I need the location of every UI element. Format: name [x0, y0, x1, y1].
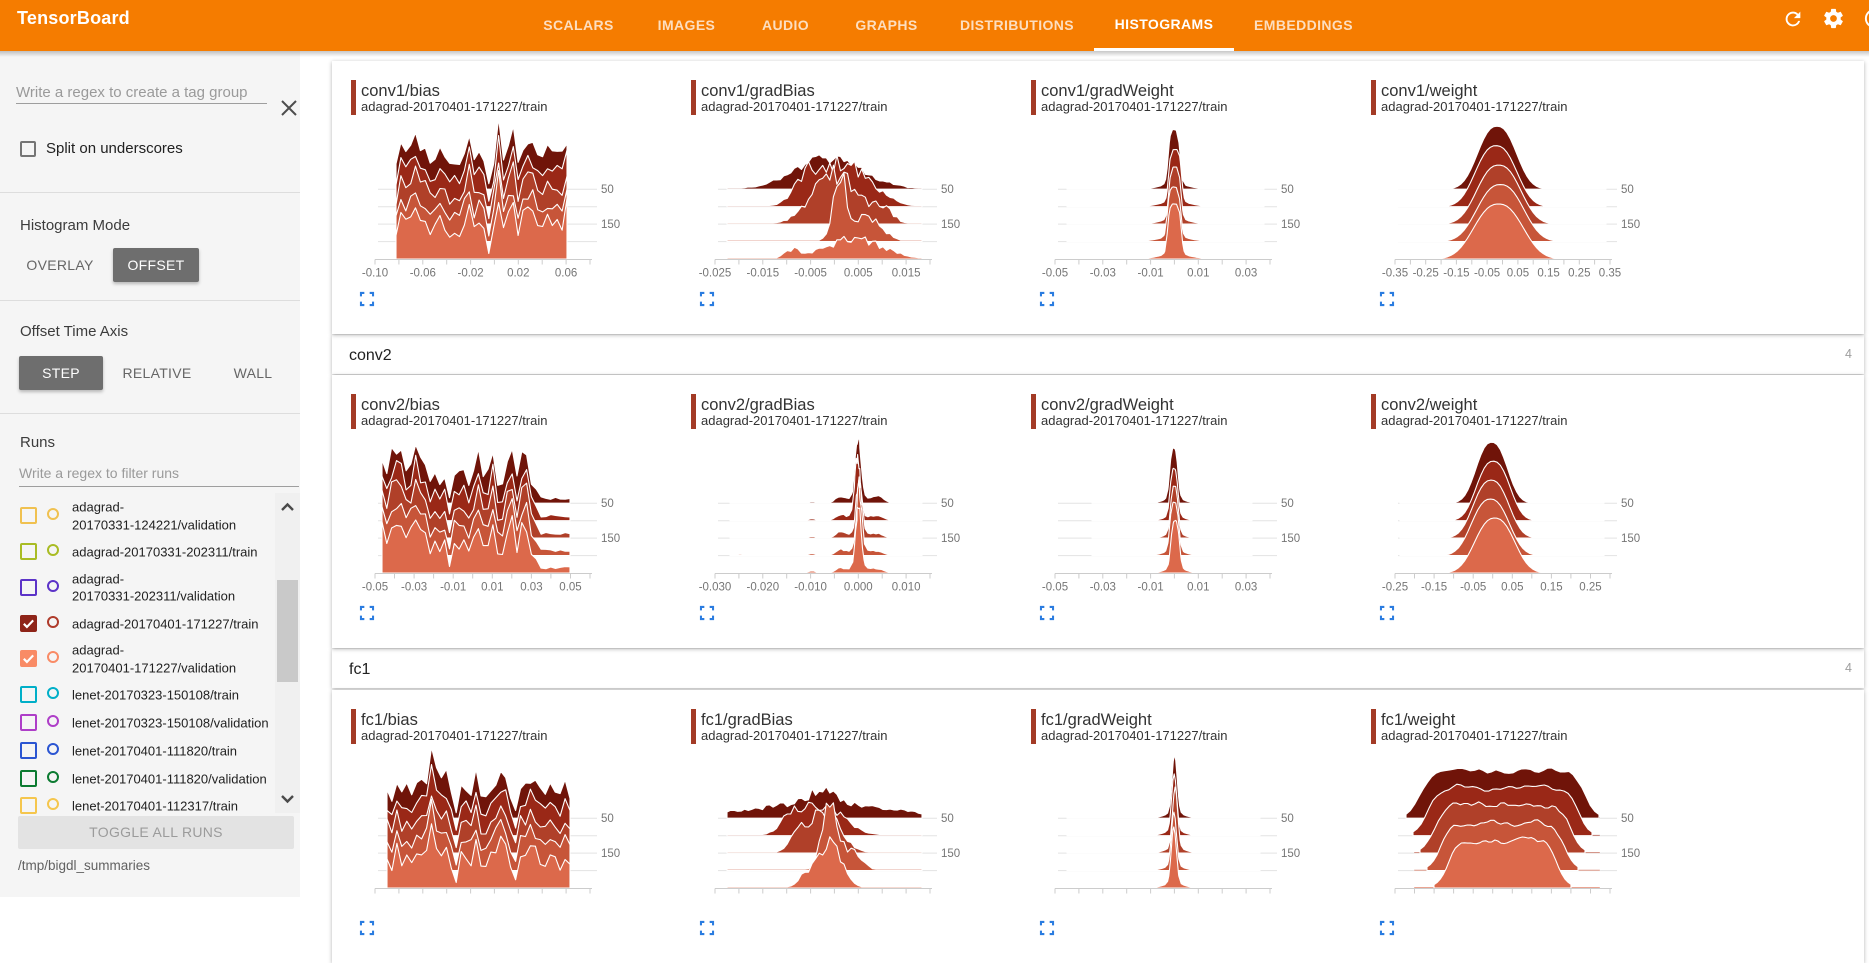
svg-text:-0.01: -0.01	[1137, 268, 1163, 280]
svg-text:50: 50	[1621, 184, 1634, 196]
svg-text:-0.05: -0.05	[362, 582, 388, 594]
svg-text:150: 150	[941, 219, 960, 231]
svg-text:-0.02: -0.02	[457, 268, 483, 280]
svg-text:0.05: 0.05	[559, 582, 581, 594]
svg-text:150: 150	[1621, 219, 1640, 231]
svg-text:150: 150	[1281, 219, 1300, 231]
svg-text:-0.05: -0.05	[1042, 268, 1068, 280]
svg-text:-0.015: -0.015	[746, 268, 779, 280]
svg-text:-0.01: -0.01	[440, 582, 466, 594]
svg-text:0.05: 0.05	[1501, 582, 1523, 594]
svg-text:0.05: 0.05	[1507, 268, 1529, 280]
svg-text:50: 50	[1281, 498, 1294, 510]
svg-text:150: 150	[1281, 533, 1300, 545]
svg-text:0.25: 0.25	[1568, 268, 1590, 280]
svg-text:-0.010: -0.010	[794, 582, 827, 594]
svg-text:-0.05: -0.05	[1474, 268, 1500, 280]
svg-text:0.03: 0.03	[1235, 582, 1257, 594]
svg-text:150: 150	[1621, 533, 1640, 545]
svg-text:150: 150	[941, 533, 960, 545]
svg-text:-0.10: -0.10	[362, 268, 388, 280]
svg-text:-0.15: -0.15	[1443, 268, 1469, 280]
svg-text:50: 50	[1281, 184, 1294, 196]
svg-text:-0.020: -0.020	[746, 582, 779, 594]
svg-text:0.03: 0.03	[520, 582, 542, 594]
svg-text:-0.05: -0.05	[1460, 582, 1486, 594]
svg-text:0.03: 0.03	[1235, 268, 1257, 280]
svg-text:0.06: 0.06	[555, 268, 577, 280]
svg-text:0.02: 0.02	[507, 268, 529, 280]
svg-text:0.01: 0.01	[1187, 268, 1209, 280]
svg-text:0.015: 0.015	[892, 268, 921, 280]
svg-text:50: 50	[1621, 813, 1634, 825]
svg-text:0.25: 0.25	[1579, 582, 1601, 594]
svg-text:0.005: 0.005	[844, 268, 873, 280]
svg-text:0.010: 0.010	[892, 582, 921, 594]
svg-text:50: 50	[941, 184, 954, 196]
svg-text:-0.025: -0.025	[699, 268, 732, 280]
svg-text:50: 50	[941, 813, 954, 825]
svg-text:0.01: 0.01	[481, 582, 503, 594]
svg-text:-0.03: -0.03	[1090, 582, 1116, 594]
svg-text:0.15: 0.15	[1540, 582, 1562, 594]
svg-text:0.35: 0.35	[1599, 268, 1621, 280]
svg-text:50: 50	[601, 184, 614, 196]
svg-text:150: 150	[601, 219, 620, 231]
svg-text:50: 50	[941, 498, 954, 510]
svg-text:150: 150	[601, 533, 620, 545]
svg-text:-0.05: -0.05	[1042, 582, 1068, 594]
svg-text:-0.005: -0.005	[794, 268, 827, 280]
svg-text:150: 150	[601, 848, 620, 860]
svg-text:-0.030: -0.030	[699, 582, 732, 594]
svg-text:-0.25: -0.25	[1413, 268, 1439, 280]
svg-text:-0.03: -0.03	[1090, 268, 1116, 280]
svg-text:-0.01: -0.01	[1137, 582, 1163, 594]
svg-text:-0.03: -0.03	[401, 582, 427, 594]
svg-text:150: 150	[941, 848, 960, 860]
svg-text:150: 150	[1281, 848, 1300, 860]
svg-text:50: 50	[601, 498, 614, 510]
svg-text:-0.35: -0.35	[1382, 268, 1408, 280]
svg-text:0.000: 0.000	[844, 582, 873, 594]
svg-text:50: 50	[601, 813, 614, 825]
svg-text:150: 150	[1621, 848, 1640, 860]
svg-text:0.01: 0.01	[1187, 582, 1209, 594]
svg-text:50: 50	[1621, 498, 1634, 510]
svg-text:-0.25: -0.25	[1382, 582, 1408, 594]
svg-text:-0.06: -0.06	[410, 268, 436, 280]
svg-text:50: 50	[1281, 813, 1294, 825]
svg-text:0.15: 0.15	[1537, 268, 1559, 280]
svg-text:-0.15: -0.15	[1421, 582, 1447, 594]
